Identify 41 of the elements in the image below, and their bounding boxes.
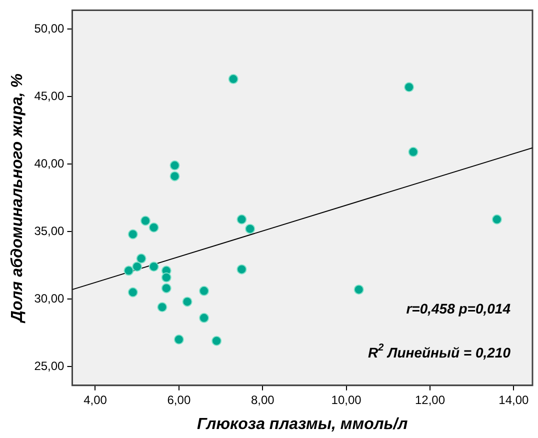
x-tick-label: 8,00 (250, 392, 275, 407)
y-tick-label: 40,00 (34, 156, 65, 170)
x-tick-label: 6,00 (167, 392, 191, 407)
point (170, 171, 180, 182)
point (408, 146, 418, 157)
y-tick-label: 50,00 (34, 21, 65, 36)
point (161, 272, 172, 282)
x-tick-label: 4,00 (84, 392, 108, 407)
x-tick-label: 12,00 (414, 392, 446, 407)
point (148, 222, 159, 232)
point (199, 286, 210, 296)
point (182, 296, 192, 307)
point (236, 214, 247, 224)
x-tick-label: 14,00 (498, 392, 530, 407)
point (128, 229, 138, 240)
y-tick-label: 45,00 (34, 88, 65, 103)
point (124, 266, 134, 276)
y-tick-label: 30,00 (34, 291, 65, 306)
point (128, 287, 138, 298)
y-tick-label: 25,00 (34, 358, 65, 373)
x-tick-label: 10,00 (331, 392, 362, 407)
point (170, 160, 180, 170)
point (199, 312, 210, 323)
point (136, 254, 146, 264)
point (161, 283, 172, 294)
point (132, 262, 142, 272)
point (404, 82, 414, 92)
point (140, 216, 150, 226)
point (492, 214, 502, 224)
y-tick-label: 35,00 (34, 224, 65, 238)
point (157, 302, 168, 312)
point (174, 334, 184, 345)
annotation: r=0,458 p=0,014 (406, 300, 511, 316)
point (228, 74, 238, 84)
x-axis-title: Глюкоза плазмы, ммоль/л (197, 416, 408, 433)
point (148, 262, 159, 272)
y-axis-title: Доля абдоминального жира, % (9, 74, 26, 324)
point (354, 284, 364, 295)
point (212, 336, 222, 346)
point (236, 264, 247, 274)
point (245, 224, 256, 234)
